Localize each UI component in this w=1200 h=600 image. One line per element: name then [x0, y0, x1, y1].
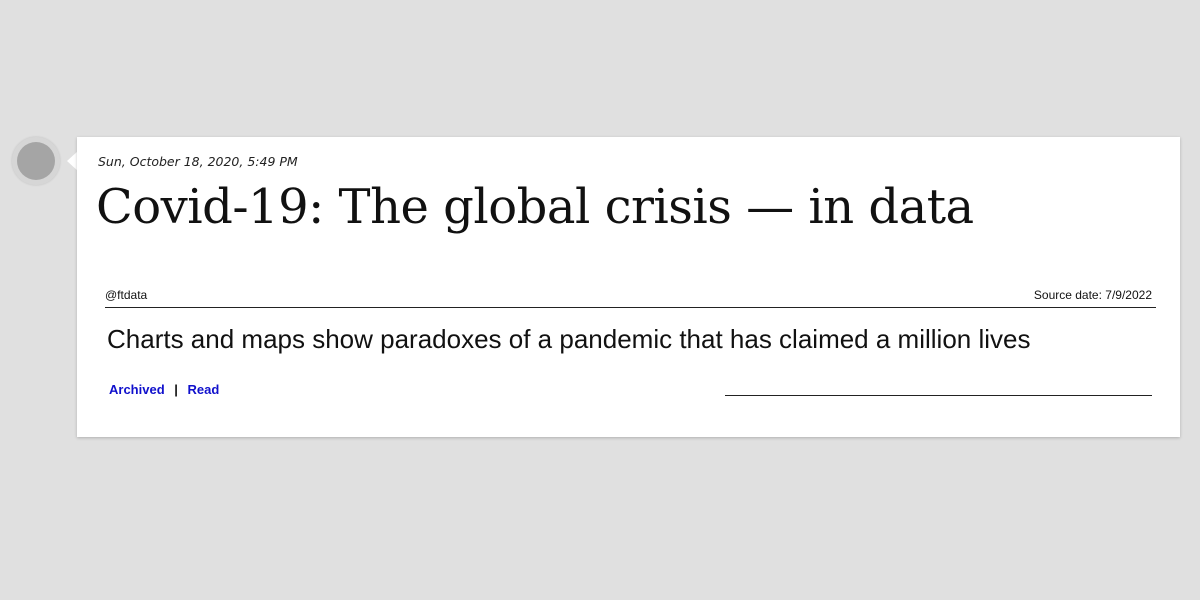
divider	[105, 307, 1156, 308]
divider-bottom	[725, 395, 1152, 396]
post-summary: Charts and maps show paradoxes of a pand…	[107, 324, 1031, 354]
post-title: Covid-19: The global crisis — in data	[96, 179, 974, 235]
archived-link[interactable]: Archived	[109, 382, 165, 397]
source-handle: @ftdata	[105, 288, 148, 302]
card-pointer	[67, 151, 78, 171]
link-separator: |	[174, 382, 178, 397]
avatar[interactable]	[12, 137, 60, 185]
post-timestamp: Sun, October 18, 2020, 5:49 PM	[98, 154, 298, 169]
link-row: Archived | Read	[109, 382, 219, 397]
post-card: Sun, October 18, 2020, 5:49 PM Covid-19:…	[77, 137, 1180, 437]
source-date: Source date: 7/9/2022	[1034, 288, 1152, 302]
read-link[interactable]: Read	[187, 382, 220, 397]
avatar-placeholder-icon	[17, 142, 55, 180]
source-date-label: Source date:	[1033, 288, 1102, 302]
source-date-value: 7/9/2022	[1105, 288, 1152, 302]
